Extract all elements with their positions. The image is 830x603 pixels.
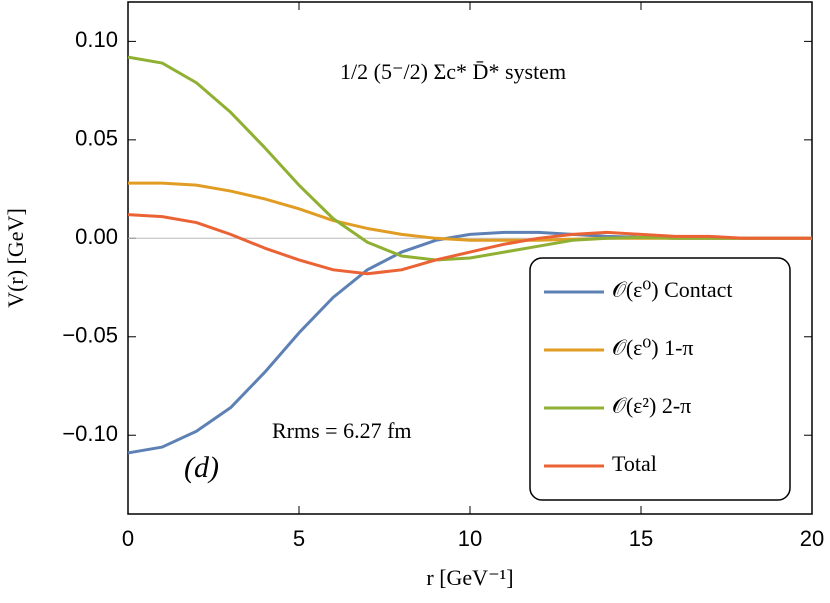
y-tick-label: 0.05 [75, 126, 118, 151]
x-tick-label: 15 [629, 526, 653, 551]
data-line [127, 213, 812, 276]
x-tick-label: 0 [122, 526, 134, 551]
y-axis-label: V(r) [GeV] [3, 208, 28, 308]
legend-label: 𝒪(ε⁰) Contact [612, 277, 733, 302]
y-tick-label: −0.05 [62, 323, 118, 348]
legend-box [529, 257, 791, 501]
data-line [127, 55, 812, 262]
x-tick-label: 10 [458, 526, 482, 551]
y-tick-label: 0.00 [75, 224, 118, 249]
x-axis-label: r [GeV⁻¹] [426, 565, 513, 590]
x-tick-label: 20 [800, 526, 824, 551]
legend-label: 𝒪(ε⁰) 1-π [612, 335, 694, 360]
annotation: Rrms = 6.27 fm [272, 418, 412, 443]
legend-label: 𝒪(ε²) 2-π [612, 393, 691, 418]
x-tick-label: 5 [293, 526, 305, 551]
legend-label: Total [612, 451, 657, 476]
data-line [128, 181, 812, 242]
annotation: (d) [184, 451, 219, 484]
y-tick-label: 0.10 [75, 27, 118, 52]
annotation: 1/2 (5⁻/2) Σc* D̄* system [340, 59, 566, 84]
y-tick-label: −0.10 [62, 421, 118, 446]
